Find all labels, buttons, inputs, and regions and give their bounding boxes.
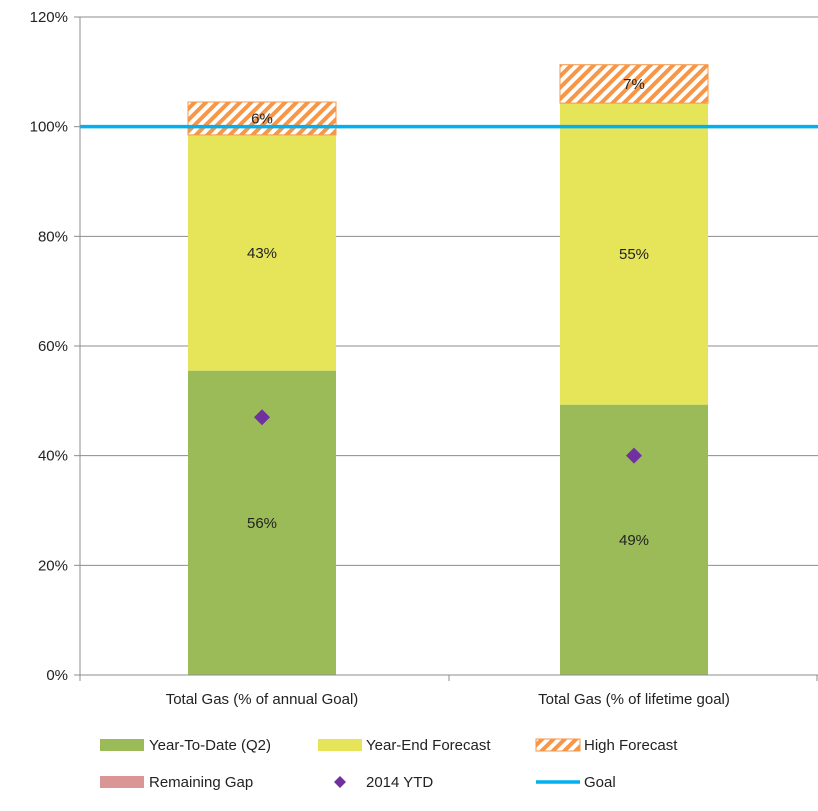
- y-tick-label: 60%: [38, 338, 68, 355]
- legend-swatch-remaining-gap: [100, 776, 144, 788]
- bar-segment: [187, 101, 337, 136]
- legend-swatch-2014-ytd: [334, 776, 346, 788]
- y-tick-label: 0%: [46, 667, 68, 684]
- legend-swatch-year-end-forecast: [318, 739, 362, 751]
- bar-segment: [559, 64, 709, 104]
- bar-segment: [188, 134, 336, 371]
- data-label: 49%: [619, 532, 649, 549]
- ytd-marker: [254, 409, 270, 426]
- data-label: 7%: [623, 76, 645, 93]
- legend-label-goal: Goal: [584, 774, 616, 791]
- legend-swatch-high-forecast: [535, 738, 581, 752]
- data-label: 56%: [247, 515, 277, 532]
- x-category-label: Total Gas (% of lifetime goal): [538, 691, 730, 708]
- x-category-label: Total Gas (% of annual Goal): [166, 691, 359, 708]
- data-label: 6%: [251, 110, 273, 127]
- y-tick-label: 120%: [30, 9, 68, 26]
- y-tick-label: 100%: [30, 119, 68, 136]
- legend-swatch-year-to-date: [100, 739, 144, 751]
- y-tick-label: 80%: [38, 228, 68, 245]
- data-label: 55%: [619, 246, 649, 263]
- data-label: 43%: [247, 245, 277, 262]
- legend-label-remaining-gap: Remaining Gap: [149, 774, 253, 791]
- legend-label-2014-ytd: 2014 YTD: [366, 774, 433, 791]
- legend-label-high-forecast: High Forecast: [584, 737, 678, 754]
- bar-segment: [560, 103, 708, 405]
- y-tick-label: 20%: [38, 557, 68, 574]
- y-tick-label: 40%: [38, 448, 68, 465]
- legend-label-year-end-forecast: Year-End Forecast: [366, 737, 491, 754]
- legend-label-year-to-date: Year-To-Date (Q2): [149, 737, 271, 754]
- ytd-marker: [626, 447, 642, 464]
